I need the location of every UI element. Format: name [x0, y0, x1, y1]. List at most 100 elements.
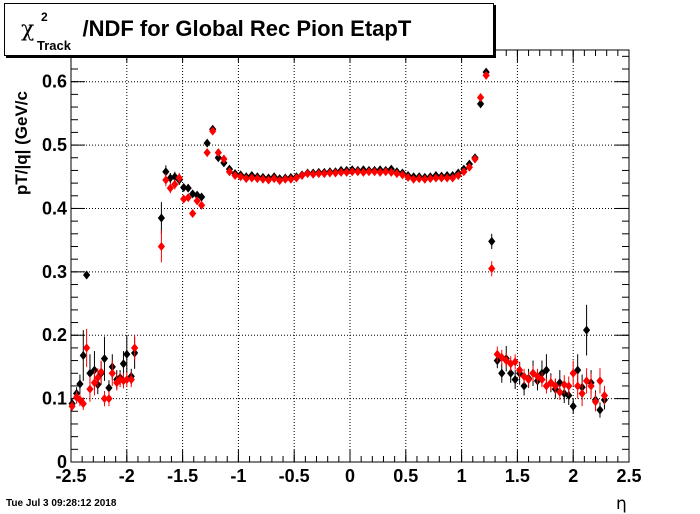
data-point	[203, 138, 211, 148]
data-point	[86, 368, 94, 378]
data-point	[253, 174, 261, 184]
data-point	[574, 381, 582, 391]
data-point	[105, 394, 113, 404]
data-point	[582, 376, 591, 386]
data-point	[393, 169, 401, 179]
data-point	[242, 174, 250, 184]
data-point	[569, 368, 577, 378]
data-point	[343, 167, 351, 177]
data-point	[488, 236, 496, 246]
data-point	[376, 167, 384, 177]
x-tick-label: -2	[119, 466, 135, 486]
data-point	[184, 183, 192, 193]
data-point	[443, 173, 451, 183]
data-point	[100, 354, 109, 364]
data-point	[370, 167, 379, 177]
axes: -2.5 -2 -1.5 -1 -0.5 0 0.5 1 1.5 2 2.5 0 0.1 0.2 0.3 0.…	[42, 50, 642, 486]
data-point	[303, 169, 312, 179]
data-point	[520, 381, 528, 391]
data-point	[90, 378, 99, 388]
data-point	[556, 387, 564, 397]
data-point	[270, 174, 278, 184]
title-main: /NDF for Global Rec Pion EtapT	[82, 16, 412, 41]
x-tick-label: -0.5	[279, 466, 310, 486]
data-point	[449, 173, 457, 183]
data-point	[248, 173, 256, 183]
data-point	[507, 359, 515, 369]
data-point	[410, 174, 418, 184]
data-point	[498, 368, 506, 378]
data-point	[184, 193, 192, 203]
grid	[71, 50, 629, 462]
y-tick-label: 0.3	[42, 262, 67, 282]
data-point	[551, 381, 559, 391]
data-point	[166, 183, 174, 193]
data-point	[471, 154, 479, 164]
data-point	[189, 209, 197, 219]
data-point	[237, 172, 245, 182]
data-point	[437, 173, 446, 183]
data-point	[157, 213, 165, 223]
data-point	[415, 174, 423, 184]
data-point	[465, 162, 474, 172]
x-tick-label: -1.5	[167, 466, 198, 486]
data-point	[281, 174, 289, 184]
data-point	[591, 397, 600, 407]
data-point	[162, 175, 170, 185]
x-tick-label: 1.5	[505, 466, 530, 486]
data-point	[309, 169, 317, 179]
data-point	[197, 200, 206, 210]
data-point	[214, 153, 222, 163]
data-point	[542, 365, 551, 375]
data-point	[72, 392, 81, 402]
data-point	[387, 167, 395, 177]
x-tick-label: 0.5	[393, 466, 418, 486]
data-point	[337, 167, 345, 177]
data-point	[596, 376, 604, 386]
data-point	[507, 368, 515, 378]
y-tick-label: 0.4	[42, 198, 67, 218]
y-tick-label: 0.1	[42, 389, 67, 409]
chart-title: χ 2 Track /NDF for Global Rec Pion EtapT	[21, 10, 412, 53]
data-point	[203, 148, 211, 158]
data-point	[331, 168, 340, 178]
x-tick-label: 2.5	[616, 466, 641, 486]
data-point	[123, 349, 131, 359]
data-point	[326, 168, 334, 178]
x-tick-label: -1	[230, 466, 246, 486]
data-point	[197, 192, 206, 202]
y-axis-label: pT/|q| (GeV/c	[12, 91, 31, 195]
data-point	[516, 365, 524, 375]
data-point	[83, 343, 91, 353]
data-point	[298, 171, 306, 181]
data-point	[365, 167, 373, 177]
data-point	[565, 381, 573, 391]
data-point	[315, 169, 323, 179]
data-point	[276, 176, 284, 186]
y-tick-label: 0.2	[42, 325, 67, 345]
y-tick-label: 0.5	[42, 135, 67, 155]
title-box: χ 2 Track /NDF for Global Rec Pion EtapT	[4, 3, 494, 56]
data-point	[231, 171, 239, 181]
data-point	[180, 183, 188, 193]
data-point	[502, 356, 510, 366]
data-point	[76, 379, 84, 389]
data-point	[524, 375, 533, 385]
x-tick-label: 2	[568, 466, 578, 486]
data-point	[354, 167, 362, 177]
data-point	[578, 389, 586, 399]
y-tick-label: 0.6	[42, 72, 67, 92]
data-point	[511, 357, 519, 367]
data-point	[209, 126, 217, 136]
data-point	[162, 167, 170, 177]
data-point	[105, 383, 113, 393]
data-point	[482, 70, 490, 80]
data-point	[320, 169, 328, 179]
data-point	[171, 179, 179, 189]
data-point	[264, 175, 273, 185]
data-point	[432, 173, 440, 183]
data-point	[600, 390, 609, 400]
x-tick-label: -2.5	[55, 466, 86, 486]
data-point	[596, 405, 604, 415]
